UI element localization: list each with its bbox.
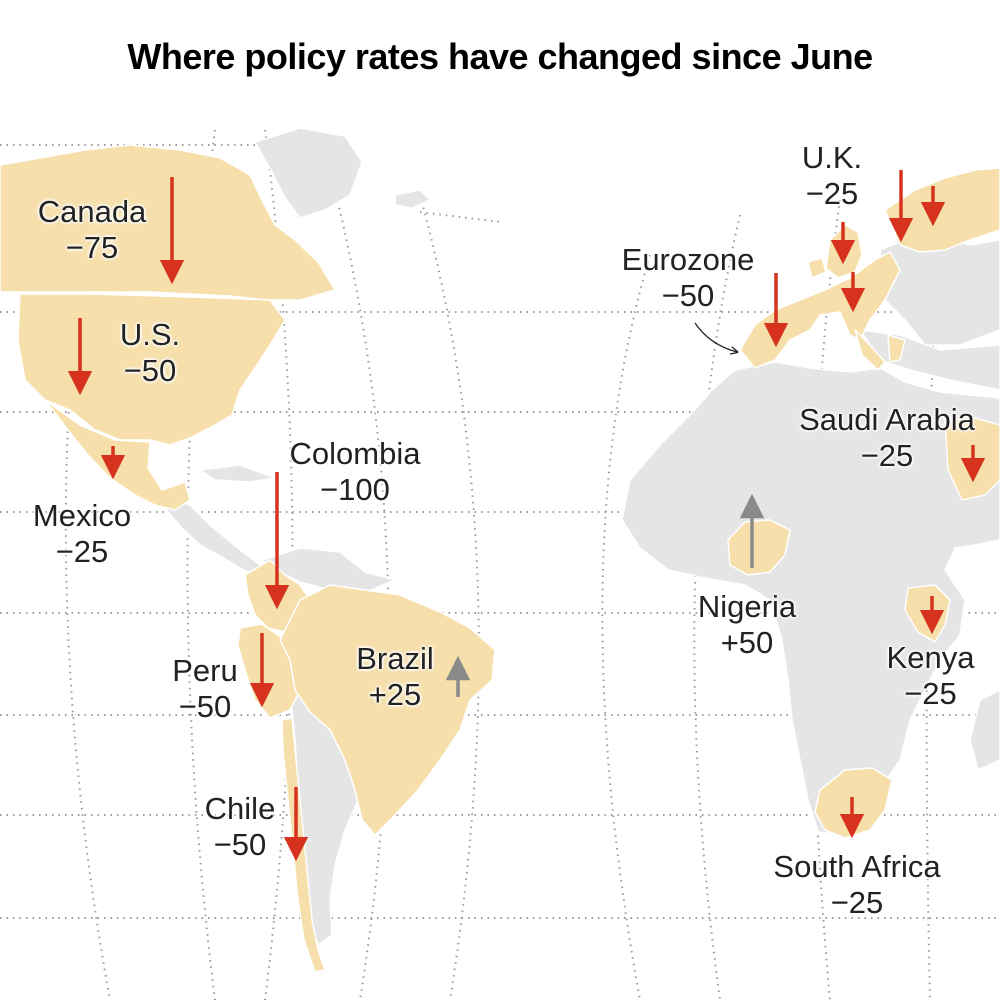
- label-eurozone: Eurozone −50: [603, 242, 773, 314]
- other-land: [159, 127, 1000, 946]
- chart-title: Where policy rates have changed since Ju…: [127, 36, 873, 77]
- chile-change: −50: [213, 827, 267, 862]
- label-uk: U.K. −25: [772, 140, 892, 212]
- label-brazil: Brazil +25: [340, 641, 450, 713]
- kenya-change: −25: [904, 676, 957, 711]
- southafrica-change: −25: [830, 885, 884, 920]
- label-chile: Chile −50: [185, 791, 295, 863]
- label-southafrica: South Africa −25: [752, 849, 962, 921]
- brazil-shape: [279, 584, 496, 836]
- rate-arrows: [67, 170, 986, 862]
- peru-name: Peru: [172, 653, 238, 688]
- uk-name: U.K.: [801, 140, 863, 175]
- mexico-name: Mexico: [32, 498, 132, 533]
- label-canada: Canada −75: [22, 194, 162, 266]
- canada-name: Canada: [37, 194, 147, 229]
- colombia-change: −100: [320, 472, 390, 507]
- label-us: U.S. −50: [95, 317, 205, 389]
- peru-change: −50: [178, 689, 232, 724]
- nigeria-name: Nigeria: [697, 589, 797, 624]
- saudi-name: Saudi Arabia: [799, 402, 975, 437]
- uk-change: −25: [805, 176, 859, 211]
- label-saudi: Saudi Arabia −25: [782, 402, 992, 474]
- canada-shape: [0, 144, 336, 301]
- brazil-change: +25: [368, 677, 422, 712]
- eurozone-leader: [694, 322, 737, 352]
- mexico-change: −25: [55, 534, 109, 569]
- kenya-name: Kenya: [886, 640, 975, 675]
- saudi-change: −25: [860, 438, 914, 473]
- us-name: U.S.: [119, 317, 181, 352]
- canada-change: −75: [65, 230, 119, 265]
- eurozone-name: Eurozone: [621, 242, 755, 277]
- chile-name: Chile: [204, 791, 276, 826]
- nigeria-change: +50: [720, 625, 774, 660]
- eurozone-change: −50: [661, 278, 715, 313]
- brazil-name: Brazil: [356, 641, 434, 676]
- label-colombia: Colombia −100: [270, 436, 440, 508]
- us-change: −50: [123, 353, 177, 388]
- label-kenya: Kenya −25: [868, 640, 993, 712]
- label-peru: Peru −50: [150, 653, 260, 725]
- colombia-name: Colombia: [289, 436, 421, 471]
- us-shape: [17, 293, 286, 446]
- label-nigeria: Nigeria +50: [672, 589, 822, 661]
- label-mexico: Mexico −25: [12, 498, 152, 570]
- southafrica-name: South Africa: [773, 849, 941, 884]
